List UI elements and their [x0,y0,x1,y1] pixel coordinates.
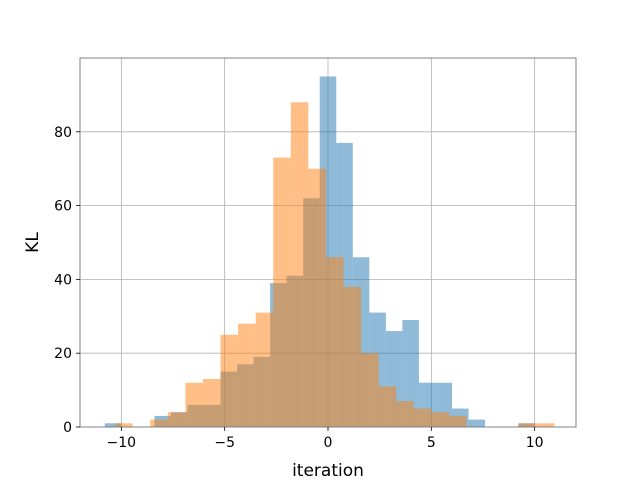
histogram-bar [343,286,362,427]
y-tick-label: 60 [54,199,72,215]
histogram-bar [413,408,432,427]
histogram-bar [167,412,186,427]
x-tick-label: −5 [214,435,235,451]
axis-ticks: −10 −5 0 5 10 0 20 40 60 80 [54,125,543,451]
histogram-bar [378,386,397,427]
histogram-bar [273,157,291,427]
y-tick-label: 80 [54,125,72,141]
histogram-bar [115,423,133,427]
histogram-bar [448,415,467,427]
histogram-bar [255,312,274,427]
histogram-bar [308,168,326,427]
histogram-bar [220,334,239,427]
histogram-bar [185,382,203,427]
histogram-bar [402,319,419,427]
histogram-bar [396,401,414,427]
histogram-bar [150,419,168,427]
x-tick-label: 0 [324,435,333,451]
histogram-bar [290,102,309,427]
histogram-bar [238,323,256,427]
histogram-bars [104,76,555,427]
y-tick-label: 20 [54,346,72,362]
histogram-bar [104,423,122,427]
histogram-bar [536,423,555,427]
x-axis-label: iteration [292,461,364,480]
histogram-bar [325,257,344,427]
y-tick-label: 0 [63,420,72,436]
series-2 [115,102,555,427]
histogram-bar [519,423,537,427]
histogram-bar [431,412,449,427]
x-tick-label: 10 [526,435,544,451]
x-tick-label: −10 [107,435,137,451]
y-axis-label: KL [23,232,43,253]
x-tick-label: 5 [427,435,436,451]
histogram-bar [361,353,379,427]
histogram-bar [468,419,486,427]
y-tick-label: 40 [54,272,72,288]
histogram-bar [202,379,221,427]
